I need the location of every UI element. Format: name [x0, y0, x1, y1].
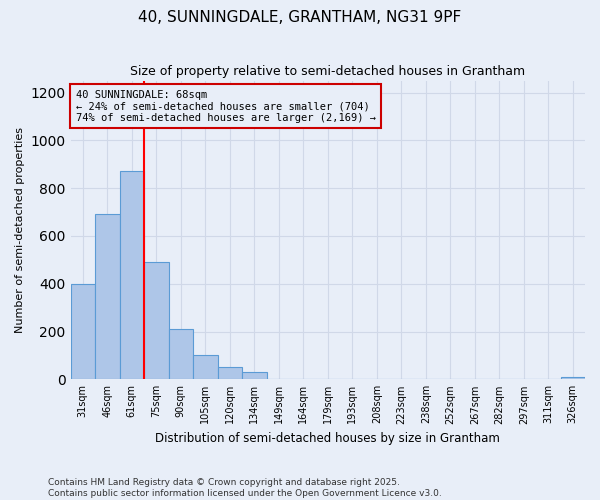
Bar — [95, 214, 119, 380]
Text: Contains HM Land Registry data © Crown copyright and database right 2025.
Contai: Contains HM Land Registry data © Crown c… — [48, 478, 442, 498]
Text: 40 SUNNINGDALE: 68sqm
← 24% of semi-detached houses are smaller (704)
74% of sem: 40 SUNNINGDALE: 68sqm ← 24% of semi-deta… — [76, 90, 376, 122]
Text: 40, SUNNINGDALE, GRANTHAM, NG31 9PF: 40, SUNNINGDALE, GRANTHAM, NG31 9PF — [139, 10, 461, 25]
Bar — [560, 378, 585, 380]
Bar — [119, 172, 144, 380]
Bar — [71, 284, 95, 380]
Bar — [218, 368, 242, 380]
Bar — [242, 372, 266, 380]
Bar — [169, 329, 193, 380]
X-axis label: Distribution of semi-detached houses by size in Grantham: Distribution of semi-detached houses by … — [155, 432, 500, 445]
Y-axis label: Number of semi-detached properties: Number of semi-detached properties — [15, 127, 25, 333]
Title: Size of property relative to semi-detached houses in Grantham: Size of property relative to semi-detach… — [130, 65, 526, 78]
Bar — [193, 356, 218, 380]
Bar — [144, 262, 169, 380]
